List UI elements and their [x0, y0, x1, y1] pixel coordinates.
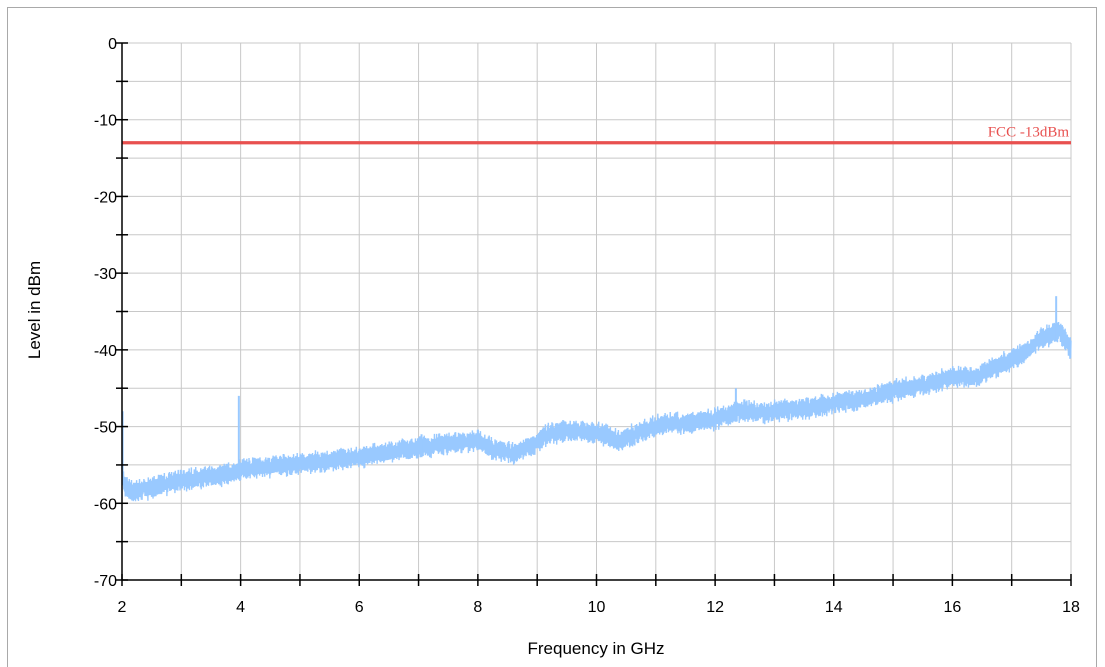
grid-lines: [122, 42, 1072, 580]
y-tick-label: -30: [94, 266, 117, 283]
y-tick-label: -40: [94, 343, 117, 360]
y-tick-label: 0: [108, 36, 117, 53]
y-tick-label: -20: [94, 189, 117, 206]
x-tick-label: 10: [588, 599, 606, 616]
x-tick-label: 6: [355, 599, 364, 616]
limit-line-label: FCC -13dBm: [988, 125, 1070, 141]
x-tick-label: 16: [943, 599, 961, 616]
x-tick-label: 18: [1062, 599, 1080, 616]
y-tick-label: -50: [94, 420, 117, 437]
y-axis-title: Level in dBm: [25, 261, 44, 359]
x-axis-title: Frequency in GHz: [528, 639, 665, 658]
limit-line-group: FCC -13dBm: [122, 125, 1071, 145]
y-tick-label: -10: [94, 113, 117, 130]
x-tick-label: 2: [118, 599, 127, 616]
tick-labels: 0 -10 -20 -30 -40 -50 -60 -702 4 6 8 10 12 14 16 18: [94, 36, 1080, 616]
x-tick-label: 4: [236, 599, 245, 616]
spectrum-series-line: [121, 321, 1072, 502]
x-tick-label: 8: [473, 599, 482, 616]
x-tick-label: 12: [706, 599, 724, 616]
y-tick-label: -60: [94, 496, 117, 513]
y-tick-label: -70: [94, 573, 117, 590]
axes: [116, 42, 1072, 586]
chart-frame: [7, 7, 1097, 667]
spectrum-trace: [121, 296, 1072, 502]
x-tick-label: 14: [825, 599, 843, 616]
